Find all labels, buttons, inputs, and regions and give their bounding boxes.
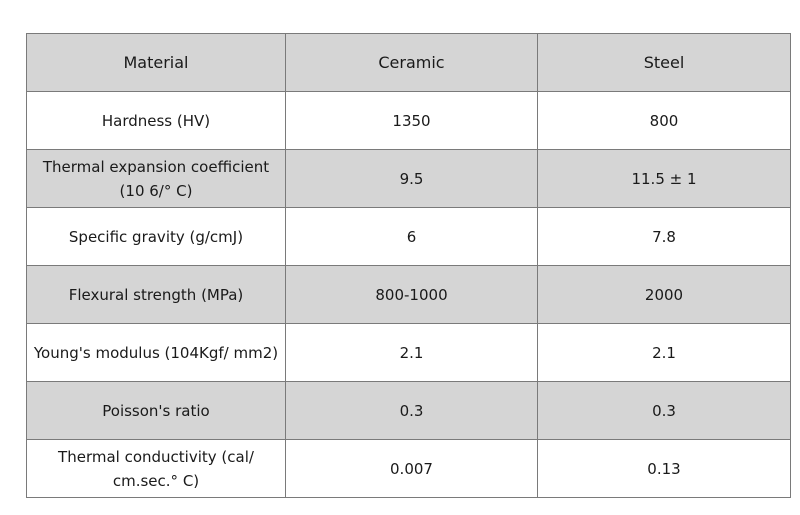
- property-cell: Hardness (HV): [26, 91, 286, 150]
- table-row: Poisson's ratio 0.3 0.3: [26, 381, 791, 440]
- ceramic-value-cell: 0.3: [285, 381, 538, 440]
- steel-value-cell: 2000: [537, 265, 791, 324]
- steel-value-cell: 800: [537, 91, 791, 150]
- property-cell: Thermal conductivity (cal/ cm.sec.° C): [26, 439, 286, 498]
- table-row: Young's modulus (104Kgf/ mm2) 2.1 2.1: [26, 323, 791, 382]
- property-cell: Specific gravity (g/cmJ): [26, 207, 286, 266]
- steel-value-cell: 0.13: [537, 439, 791, 498]
- steel-value-cell: 11.5 ± 1: [537, 149, 791, 208]
- material-comparison-table: Material Ceramic Steel Hardness (HV) 135…: [26, 33, 791, 498]
- property-cell: Thermal expansion coefficient (10 6/° C): [26, 149, 286, 208]
- table-header-row: Material Ceramic Steel: [26, 33, 791, 92]
- table-row: Specific gravity (g/cmJ) 6 7.8: [26, 207, 791, 266]
- table-row: Flexural strength (MPa) 800-1000 2000: [26, 265, 791, 324]
- table-row: Thermal expansion coefficient (10 6/° C)…: [26, 149, 791, 208]
- property-cell: Poisson's ratio: [26, 381, 286, 440]
- property-cell: Flexural strength (MPa): [26, 265, 286, 324]
- steel-value-cell: 0.3: [537, 381, 791, 440]
- ceramic-value-cell: 0.007: [285, 439, 538, 498]
- steel-value-cell: 7.8: [537, 207, 791, 266]
- property-cell: Young's modulus (104Kgf/ mm2): [26, 323, 286, 382]
- ceramic-value-cell: 2.1: [285, 323, 538, 382]
- ceramic-value-cell: 1350: [285, 91, 538, 150]
- steel-value-cell: 2.1: [537, 323, 791, 382]
- header-ceramic: Ceramic: [285, 33, 538, 92]
- ceramic-value-cell: 6: [285, 207, 538, 266]
- ceramic-value-cell: 9.5: [285, 149, 538, 208]
- ceramic-value-cell: 800-1000: [285, 265, 538, 324]
- table-row: Thermal conductivity (cal/ cm.sec.° C) 0…: [26, 439, 791, 498]
- header-material: Material: [26, 33, 286, 92]
- table-row: Hardness (HV) 1350 800: [26, 91, 791, 150]
- header-steel: Steel: [537, 33, 791, 92]
